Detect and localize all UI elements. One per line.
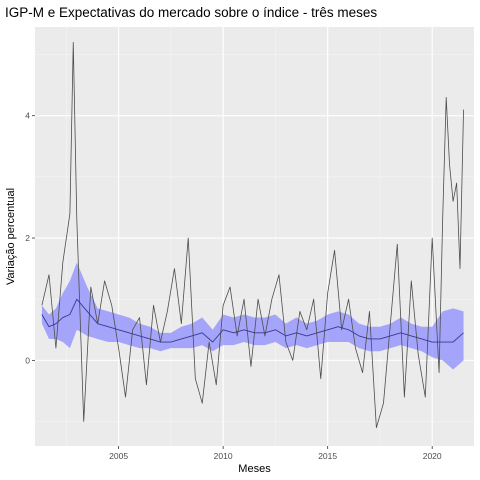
x-axis-label: Meses xyxy=(238,463,271,475)
confidence-band xyxy=(41,262,464,370)
y-tick-label: 2 xyxy=(25,233,30,243)
y-axis-label: Variação percentual xyxy=(5,188,17,285)
minor-grid xyxy=(35,27,474,446)
actual-series-line xyxy=(41,41,464,429)
x-tick-label: 2015 xyxy=(318,451,337,461)
chart-title: IGP-M e Expectativas do mercado sobre o … xyxy=(5,5,377,20)
x-tick-label: 2020 xyxy=(423,451,442,461)
expectation-series-line xyxy=(41,298,464,343)
series-lines xyxy=(41,41,464,429)
plot-panel xyxy=(35,27,474,446)
x-tick-label: 2005 xyxy=(109,451,128,461)
y-tick-label: 0 xyxy=(25,355,30,365)
y-tick-label: 4 xyxy=(25,111,30,121)
x-tick-label: 2010 xyxy=(214,451,233,461)
x-axis: 2005 2010 2015 2020 xyxy=(109,446,442,461)
major-grid xyxy=(35,27,474,446)
y-axis: 0 2 4 xyxy=(25,111,35,365)
expectation-band xyxy=(41,262,464,370)
